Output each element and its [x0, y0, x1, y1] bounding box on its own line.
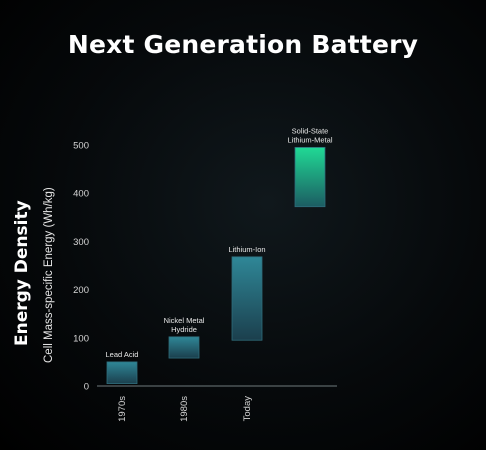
y-tick-label: 0 — [84, 382, 89, 393]
bar — [168, 336, 200, 359]
y-axis-label: Cell Mass-specific Energy (Wh/kg) — [43, 187, 55, 363]
bar — [294, 147, 326, 208]
y-axis-title: Energy Density — [12, 200, 32, 346]
bar-label: Lithium-Metal — [287, 135, 332, 144]
y-tick-labels: 0 100 200 300 400 500 — [73, 141, 89, 393]
y-tick-label: 100 — [73, 333, 89, 344]
bar — [231, 256, 263, 341]
y-tick-label: 200 — [73, 285, 89, 296]
y-tick-label: 400 — [73, 189, 89, 200]
bar-label: Nickel Metal — [164, 316, 205, 325]
bar-label: Solid-State — [292, 126, 329, 135]
y-tick-label: 500 — [73, 141, 89, 152]
chart-title: Next Generation Battery — [67, 30, 419, 59]
bars-group — [106, 147, 326, 384]
x-tick-label: 1970s — [117, 396, 128, 422]
x-tick-label: Today — [242, 396, 253, 422]
bar-label: Hydride — [171, 325, 197, 334]
x-tick-labels: 1970s 1980s Today — [117, 396, 253, 422]
bar-label: Lithium-Ion — [228, 245, 265, 254]
bar-label: Lead Acid — [106, 350, 139, 359]
y-tick-label: 300 — [73, 237, 89, 248]
bar — [106, 361, 138, 384]
x-tick-label: 1980s — [179, 396, 190, 422]
